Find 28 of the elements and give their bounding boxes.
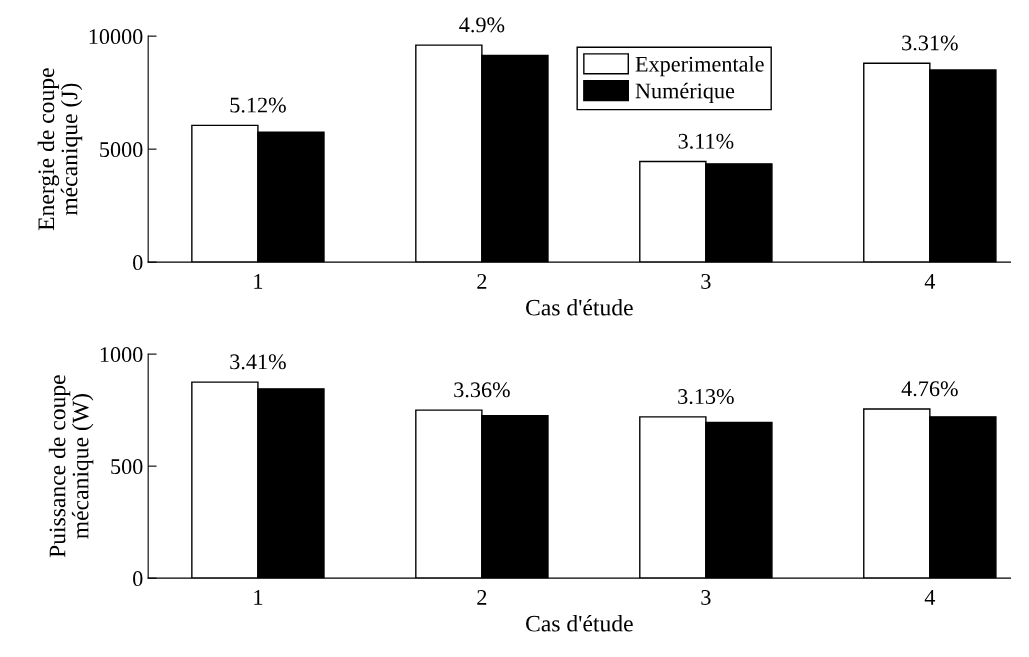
x-tick-label: 1 (254, 590, 263, 605)
legend-label: Numérique (635, 82, 735, 103)
x-axis-title: Cas d'étude (526, 614, 633, 632)
annotation: 3.36% (454, 382, 510, 398)
y-tick-label: 0 (133, 571, 143, 587)
annotation: 3.13% (678, 389, 734, 405)
x-tick-label: 2 (477, 589, 487, 605)
x-tick-label: 3 (701, 273, 711, 289)
y-axis-title: Puissance de coupe mécanique (W) (48, 375, 94, 558)
annotation: 3.11% (678, 133, 734, 149)
x-tick-label: 3 (701, 589, 711, 605)
annotation: 4.9% (459, 17, 505, 33)
y-tick-label: 1000 (100, 347, 143, 363)
y-tick-label: 0 (133, 255, 143, 271)
annotation: 3.31% (902, 35, 958, 51)
annotation: 3.41% (230, 354, 286, 370)
annotation: 4.76% (901, 381, 958, 397)
x-axis-title: Cas d'étude (526, 298, 633, 316)
annotation: 5.12% (230, 97, 286, 113)
x-tick-label: 4 (924, 274, 936, 289)
x-tick-label: 1 (254, 274, 263, 289)
y-axis-title: Energie de coupe mécanique (J) (37, 68, 83, 231)
y-tick-label: 500 (111, 459, 143, 475)
x-tick-label: 2 (477, 273, 487, 289)
legend-label: Experimentale (635, 56, 764, 77)
y-tick-label: 5000 (100, 142, 143, 158)
y-tick-label: 10000 (89, 29, 143, 45)
x-tick-label: 4 (924, 590, 936, 605)
